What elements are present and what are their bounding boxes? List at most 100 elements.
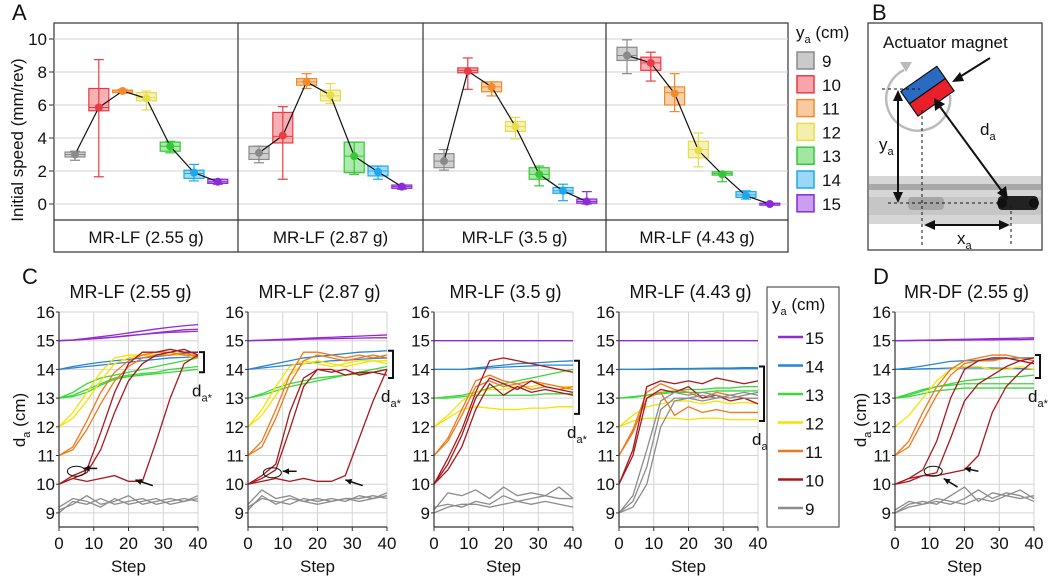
panel-b-schematic: Actuator magnet ya da xa bbox=[867, 22, 1043, 252]
da-star-label-sub: a* bbox=[576, 434, 587, 446]
mean-point bbox=[278, 131, 287, 140]
x-tick-label: 10 bbox=[273, 534, 292, 553]
trajectory-line bbox=[618, 377, 759, 485]
da-star-label: da* bbox=[381, 387, 402, 410]
mean-point bbox=[646, 58, 655, 67]
mean-point bbox=[718, 170, 727, 179]
series-ya-11 bbox=[247, 351, 388, 457]
legend-title-main: y bbox=[796, 23, 805, 42]
trajectory-line bbox=[894, 354, 1035, 456]
legend-label: 15 bbox=[822, 195, 841, 214]
trajectory-line bbox=[619, 367, 758, 371]
rotation-arrowhead-icon bbox=[900, 62, 912, 72]
trajectory-line bbox=[894, 357, 1035, 485]
xa-arrowhead-icon bbox=[999, 220, 1010, 230]
y-tick-label: 13 bbox=[872, 389, 891, 408]
legend-label: 11 bbox=[822, 100, 840, 119]
lineplot-2: MR-LF (3.5 g) 9 10 11 12 13 14 15 16 0 10 20 30 40 Ste… bbox=[411, 282, 588, 576]
trajectory-line bbox=[58, 368, 199, 399]
mean-point bbox=[670, 89, 679, 98]
trajectory-line bbox=[247, 369, 388, 485]
legend-a: ya (cm) 9 10 11 12 13 14 15 bbox=[796, 23, 849, 214]
panel-c-d-lineplots: MR-LF (2.55 g) 9 10 11 12 13 14 15 16 0 10 20 30 40 St… bbox=[10, 282, 1049, 576]
legend-label: 10 bbox=[805, 472, 824, 491]
annotation-arrowhead-icon bbox=[943, 478, 951, 485]
series-ya-14 bbox=[247, 350, 388, 371]
trajectory-line bbox=[58, 348, 198, 485]
mean-point bbox=[255, 148, 263, 157]
y-tick-label: 12 bbox=[36, 418, 55, 437]
y-axis-label: da (cm) bbox=[851, 393, 874, 447]
y-tick-label: 13 bbox=[596, 389, 615, 408]
mean-point bbox=[326, 91, 335, 100]
plot-title: MR-LF (3.5 g) bbox=[449, 282, 561, 302]
x-axis-label: Step bbox=[947, 557, 982, 576]
trajectory-line bbox=[247, 357, 388, 371]
mean-point bbox=[742, 191, 750, 200]
legend-swatch bbox=[796, 122, 815, 142]
group-label: MR-LF (4.43 g) bbox=[639, 228, 754, 247]
legend-label: 14 bbox=[822, 171, 841, 190]
series-ya-11 bbox=[58, 351, 199, 457]
da-star-label: da* bbox=[192, 381, 213, 404]
x-tick-label: 20 bbox=[119, 534, 138, 553]
mean-point bbox=[118, 86, 127, 95]
y-tick-label: 8 bbox=[38, 63, 47, 82]
legend-label: 11 bbox=[805, 443, 823, 462]
robot-icon bbox=[997, 196, 1039, 210]
x-tick-label: 40 bbox=[1025, 534, 1044, 553]
da-arrow bbox=[937, 103, 1005, 195]
legend-label: 14 bbox=[805, 358, 824, 377]
trajectory-line bbox=[247, 337, 387, 342]
legend-swatch bbox=[796, 146, 815, 165]
x-axis-label: Step bbox=[111, 557, 146, 576]
legend-label: 12 bbox=[822, 123, 841, 142]
mean-point bbox=[463, 67, 472, 76]
series-ya-15 bbox=[894, 337, 1035, 342]
lineplot-1: MR-LF (2.87 g) 9 10 11 12 13 14 15 16 0 10 20 30 40 St… bbox=[225, 282, 402, 576]
annotation-arrowhead-icon bbox=[964, 466, 972, 473]
trajectory-line bbox=[247, 360, 387, 428]
series-ya-9 bbox=[894, 486, 1035, 514]
x-axis-label: Step bbox=[486, 557, 521, 576]
xa-label: xa bbox=[957, 229, 973, 252]
x-tick-label: 10 bbox=[459, 534, 478, 553]
mean-point bbox=[71, 150, 79, 159]
x-tick-label: 40 bbox=[378, 534, 397, 553]
series-ya-9 bbox=[433, 486, 574, 514]
da-star-label-sub: a* bbox=[201, 392, 212, 404]
series-ya-13 bbox=[894, 374, 1035, 399]
series-ya-14 bbox=[619, 367, 758, 371]
highlight-ellipse bbox=[923, 465, 943, 477]
mean-point bbox=[350, 152, 359, 161]
actuator-magnet-label: Actuator magnet bbox=[883, 33, 1008, 52]
y-axis-label-main: d bbox=[10, 438, 29, 447]
mean-point bbox=[190, 168, 198, 177]
y-tick-label: 11 bbox=[37, 447, 55, 466]
y-axis-label-unit: (cm) bbox=[10, 393, 29, 432]
trajectory-line bbox=[894, 360, 1035, 485]
trajectory-line bbox=[58, 354, 198, 428]
legend-c: ya (cm) 15 14 13 12 11 10 9 bbox=[766, 286, 840, 528]
legend-label: 13 bbox=[805, 386, 824, 405]
y-tick-label: 9 bbox=[235, 504, 244, 523]
x-axis-label: Step bbox=[671, 557, 706, 576]
x-tick-label: 0 bbox=[243, 534, 252, 553]
y-axis-label-unit: (cm) bbox=[851, 393, 870, 432]
ya-arrowhead-icon bbox=[893, 90, 903, 101]
mean-point bbox=[374, 167, 382, 176]
legend-label: 12 bbox=[805, 415, 824, 434]
legend-swatch bbox=[796, 75, 815, 94]
series-ya-14 bbox=[434, 360, 574, 371]
magnet-pointer-arrow bbox=[957, 57, 991, 79]
trajectory-line bbox=[58, 357, 199, 399]
series-ya-10 bbox=[433, 357, 574, 485]
legend-swatch bbox=[796, 194, 815, 213]
trajectory-line bbox=[433, 494, 573, 508]
y-axis-label: da (cm) bbox=[10, 393, 33, 447]
box-iqr bbox=[272, 111, 294, 144]
mean-point bbox=[765, 200, 774, 208]
x-tick-label: 30 bbox=[529, 534, 548, 553]
y-tick-label: 16 bbox=[872, 303, 891, 322]
mean-point bbox=[623, 51, 631, 60]
